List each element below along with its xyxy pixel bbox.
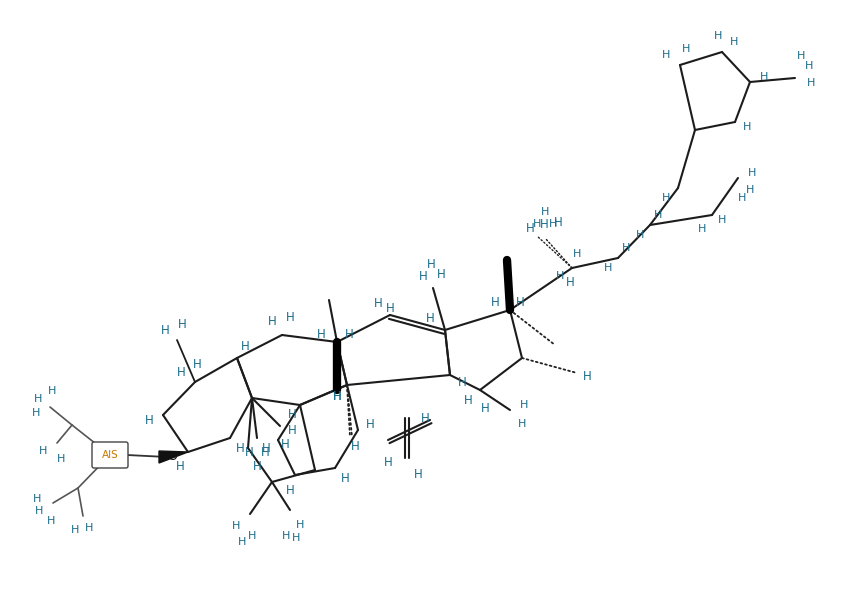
Text: H: H (662, 50, 670, 60)
Text: H: H (333, 391, 341, 403)
Text: H: H (518, 419, 526, 429)
Text: H: H (698, 224, 706, 234)
Text: AlS: AlS (101, 450, 118, 460)
Text: H: H (317, 327, 325, 341)
Text: H: H (292, 533, 300, 543)
Text: H: H (662, 193, 670, 203)
Text: H: H (286, 311, 294, 324)
Text: H: H (526, 222, 535, 235)
Text: H: H (748, 168, 756, 178)
FancyBboxPatch shape (92, 442, 128, 468)
Text: H: H (85, 523, 94, 533)
Text: H: H (33, 394, 42, 404)
Text: H: H (160, 324, 169, 336)
Text: H: H (457, 376, 467, 389)
Text: H: H (743, 122, 752, 132)
Text: H: H (385, 301, 395, 314)
Text: H: H (262, 441, 270, 454)
Text: H: H (604, 263, 613, 273)
Text: H: H (622, 243, 630, 253)
Text: H: H (516, 295, 524, 308)
Text: H: H (738, 193, 746, 203)
Text: H: H (178, 317, 186, 330)
Text: H: H (573, 249, 581, 259)
Text: H: H (281, 531, 290, 541)
Text: H: H (48, 386, 56, 396)
Text: H: H (240, 340, 250, 352)
Text: H: H (248, 531, 257, 541)
Text: H: H (718, 215, 726, 225)
Text: H: H (287, 408, 296, 421)
Text: H: H (480, 402, 489, 414)
Text: H: H (491, 295, 499, 308)
Text: H: H (541, 207, 549, 217)
Text: H: H (193, 357, 202, 370)
Text: H: H (71, 525, 79, 535)
Text: H: H (296, 520, 305, 530)
Text: H: H (549, 219, 557, 229)
Text: H: H (345, 327, 353, 341)
Text: H: H (35, 506, 43, 516)
Text: H: H (373, 297, 383, 309)
Text: H: H (805, 61, 813, 71)
Text: H: H (236, 441, 245, 454)
Text: H: H (245, 446, 253, 459)
Text: H: H (760, 72, 768, 82)
Text: H: H (366, 419, 374, 432)
Text: H: H (553, 216, 562, 228)
Text: H: H (341, 472, 349, 484)
Text: H: H (636, 230, 644, 240)
Text: H: H (419, 270, 427, 282)
Text: H: H (33, 494, 41, 504)
Text: H: H (426, 257, 435, 271)
Text: H: H (463, 394, 473, 406)
Text: H: H (333, 391, 341, 403)
Text: H: H (286, 484, 294, 497)
Text: H: H (556, 271, 565, 281)
Text: H: H (384, 456, 392, 468)
Text: H: H (437, 268, 445, 281)
Text: H: H (426, 311, 434, 325)
Text: H: H (57, 454, 65, 464)
Text: H: H (730, 37, 738, 47)
Text: H: H (261, 446, 269, 459)
Text: H: H (565, 276, 574, 289)
Text: H: H (540, 217, 548, 230)
Text: H: H (420, 411, 429, 424)
Text: H: H (520, 400, 529, 410)
Text: H: H (797, 51, 805, 61)
Text: H: H (654, 210, 662, 220)
Text: H: H (252, 459, 262, 473)
Text: O: O (167, 451, 177, 464)
Text: H: H (268, 314, 276, 327)
Text: H: H (714, 31, 722, 41)
Text: H: H (47, 516, 55, 526)
Text: H: H (232, 521, 240, 531)
Text: H: H (682, 44, 690, 54)
Text: H: H (351, 440, 360, 454)
Text: H: H (32, 408, 40, 418)
Polygon shape (159, 451, 188, 463)
Text: H: H (281, 438, 289, 451)
Text: H: H (583, 370, 591, 383)
Text: H: H (746, 185, 754, 195)
Text: H: H (39, 446, 47, 456)
Text: H: H (287, 424, 296, 438)
Text: H: H (176, 459, 184, 473)
Text: H: H (533, 219, 541, 229)
Text: H: H (177, 365, 185, 378)
Text: H: H (414, 468, 422, 481)
Text: H: H (238, 537, 246, 547)
Text: H: H (145, 413, 154, 427)
Text: H: H (807, 78, 815, 88)
